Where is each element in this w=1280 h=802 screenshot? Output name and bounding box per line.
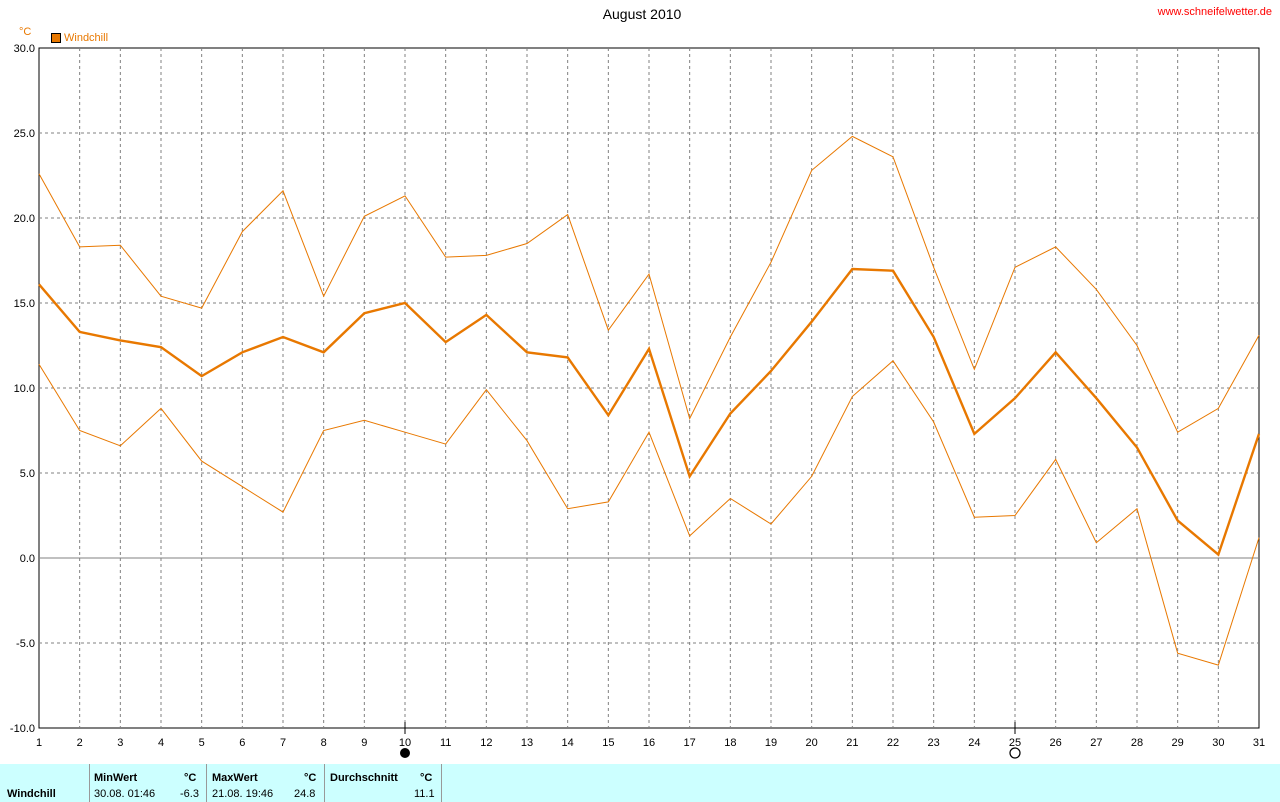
x-tick-label: 24 xyxy=(968,737,980,749)
x-tick-label: 26 xyxy=(1050,737,1062,749)
series-line-min xyxy=(38,360,1260,666)
legend: Windchill xyxy=(51,32,108,44)
legend-label: Windchill xyxy=(64,32,109,44)
stats-bar: Windchill MinWert °C 30.08. 01:46 -6.3 M… xyxy=(0,764,1280,802)
max-value: 24.8 xyxy=(294,788,316,800)
avg-value: 11.1 xyxy=(414,788,435,800)
y-tick-label: 10.0 xyxy=(14,383,35,395)
y-tick-label: -10.0 xyxy=(10,723,35,735)
min-datetime: 30.08. 01:46 xyxy=(94,788,156,800)
x-tick-label: 9 xyxy=(361,737,367,749)
new-moon-icon xyxy=(400,748,410,758)
y-tick-label: 5.0 xyxy=(20,468,35,480)
x-tick-label: 12 xyxy=(480,737,492,749)
avg-header: Durchschnitt xyxy=(330,772,398,784)
y-tick-label: 15.0 xyxy=(14,298,35,310)
stats-row-label: Windchill xyxy=(7,788,56,800)
x-tick-label: 25 xyxy=(1009,737,1021,749)
x-tick-label: 31 xyxy=(1253,737,1265,749)
series-line-max xyxy=(38,135,1260,433)
min-unit: °C xyxy=(184,772,197,784)
x-tick-label: 8 xyxy=(321,737,327,749)
max-header: MaxWert xyxy=(212,772,258,784)
y-tick-label: 0.0 xyxy=(20,553,35,565)
x-tick-label: 19 xyxy=(765,737,777,749)
stats-divider xyxy=(324,764,325,802)
x-tick-label: 21 xyxy=(846,737,858,749)
x-tick-label: 23 xyxy=(928,737,940,749)
y-tick-label: 30.0 xyxy=(14,43,35,55)
x-tick-label: 17 xyxy=(684,737,696,749)
stats-divider xyxy=(89,764,90,802)
x-tick-label: 4 xyxy=(158,737,164,749)
full-moon-icon xyxy=(1009,747,1021,759)
min-value: -6.3 xyxy=(180,788,199,800)
x-tick-label: 18 xyxy=(724,737,736,749)
x-tick-label: 14 xyxy=(562,737,574,749)
series-line-mean xyxy=(38,267,1261,557)
y-tick-label: -5.0 xyxy=(16,638,35,650)
x-tick-label: 15 xyxy=(602,737,614,749)
x-tick-label: 29 xyxy=(1172,737,1184,749)
x-tick-label: 10 xyxy=(399,737,411,749)
y-tick-label: 25.0 xyxy=(14,128,35,140)
y-tick-label: 20.0 xyxy=(14,213,35,225)
max-unit: °C xyxy=(304,772,317,784)
min-header: MinWert xyxy=(94,772,138,784)
x-tick-label: 7 xyxy=(280,737,286,749)
x-tick-label: 20 xyxy=(806,737,818,749)
x-tick-label: 5 xyxy=(199,737,205,749)
max-datetime: 21.08. 19:46 xyxy=(212,788,274,800)
x-tick-label: 22 xyxy=(887,737,899,749)
stats-divider xyxy=(206,764,207,802)
y-axis-unit: °C xyxy=(19,26,32,38)
x-tick-label: 28 xyxy=(1131,737,1143,749)
chart: 30.025.020.015.010.05.00.0-5.0-10.01 2 3 4 5… xyxy=(10,43,1265,759)
x-tick-label: 1 xyxy=(36,737,42,749)
legend-swatch xyxy=(51,33,61,43)
x-tick-label: 27 xyxy=(1090,737,1102,749)
x-tick-label: 11 xyxy=(440,737,451,749)
avg-unit: °C xyxy=(420,772,433,784)
x-tick-label: 13 xyxy=(521,737,533,749)
x-tick-label: 30 xyxy=(1212,737,1224,749)
x-tick-label: 3 xyxy=(117,737,123,749)
x-tick-label: 2 xyxy=(77,737,83,749)
x-tick-label: 16 xyxy=(643,737,655,749)
chart-title: August 2010 xyxy=(602,6,682,22)
website-link[interactable]: www.schneifelwetter.de xyxy=(1157,6,1272,18)
x-tick-label: 6 xyxy=(239,737,245,749)
stats-divider xyxy=(441,764,442,802)
